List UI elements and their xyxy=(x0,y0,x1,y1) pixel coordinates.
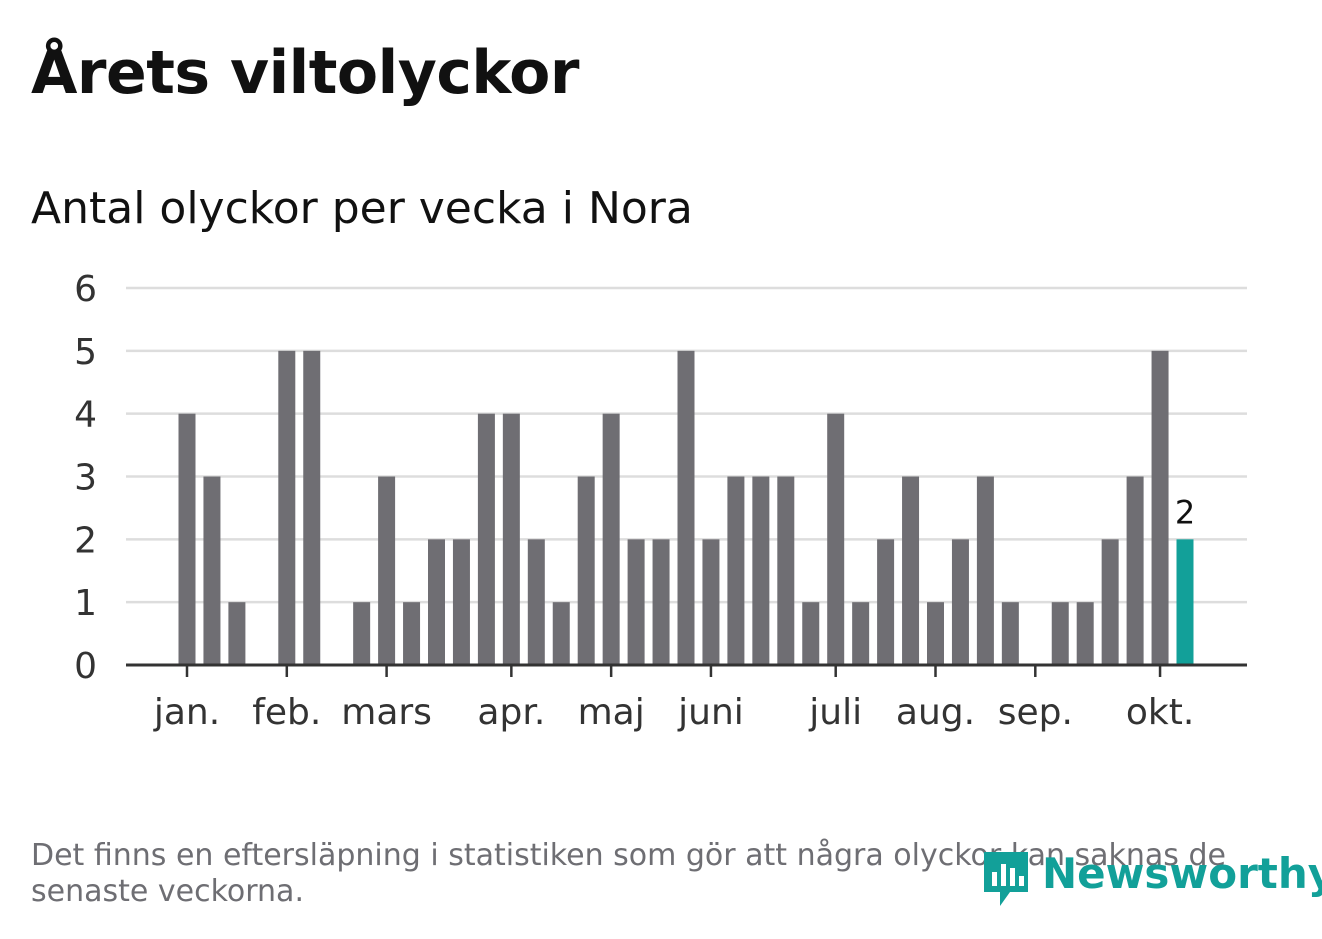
bar xyxy=(378,476,396,665)
x-tick-label: jan. xyxy=(153,692,220,733)
bar xyxy=(976,476,994,665)
y-tick-label: 0 xyxy=(74,646,97,687)
bar xyxy=(652,539,670,665)
bar xyxy=(777,476,795,665)
bar xyxy=(303,350,321,665)
y-tick-label: 3 xyxy=(74,458,97,499)
bar xyxy=(1101,539,1119,665)
y-tick-label: 2 xyxy=(74,520,97,561)
bar-chart: 0 1 2 3 4 5 6 2 jan. feb. mars apr. maj juni juli aug… xyxy=(74,269,1247,733)
x-tick-label: sep. xyxy=(998,692,1073,733)
bar xyxy=(1001,602,1019,665)
newsworthy-logo-text: Newsworthy xyxy=(1042,849,1322,898)
bar xyxy=(552,602,570,665)
bar xyxy=(403,602,421,665)
newsworthy-logo: Newsworthy xyxy=(980,846,1322,910)
x-tick-label: juli xyxy=(808,692,862,733)
bar xyxy=(877,539,895,665)
bar xyxy=(452,539,470,665)
bar xyxy=(1151,350,1169,665)
bar-data-label: 2 xyxy=(1175,493,1195,531)
bar xyxy=(203,476,221,665)
bar xyxy=(852,602,870,665)
x-tick-label: aug. xyxy=(896,692,975,733)
x-tick-label: okt. xyxy=(1126,692,1194,733)
bar xyxy=(228,602,246,665)
chart-subtitle: Antal olyckor per vecka i Nora xyxy=(31,183,693,234)
bar xyxy=(1126,476,1144,665)
bar xyxy=(178,413,196,665)
bar xyxy=(902,476,920,665)
bar xyxy=(827,413,845,665)
x-tick-label: maj xyxy=(578,692,645,733)
bar xyxy=(1076,602,1094,665)
x-tick-label: apr. xyxy=(477,692,545,733)
bar xyxy=(502,413,520,665)
bar xyxy=(602,413,620,665)
newsworthy-logo-icon xyxy=(984,852,1028,906)
bar xyxy=(702,539,720,665)
bar xyxy=(527,539,545,665)
bar xyxy=(627,539,645,665)
bar xyxy=(428,539,445,665)
bars: 2 xyxy=(178,350,1195,665)
x-tick-label: juni xyxy=(677,692,744,733)
y-tick-label: 5 xyxy=(74,332,97,373)
bar xyxy=(1051,602,1069,665)
x-axis: jan. feb. mars apr. maj juni juli aug. sep. okt. xyxy=(126,663,1247,733)
bar xyxy=(577,476,595,665)
y-tick-label: 6 xyxy=(74,269,97,310)
bar-highlight xyxy=(1176,539,1194,665)
bar xyxy=(802,602,820,665)
x-tick-label: mars xyxy=(341,692,432,733)
y-axis-ticks: 0 1 2 3 4 5 6 xyxy=(74,269,97,687)
bar xyxy=(752,476,770,665)
bar xyxy=(353,602,371,665)
bar xyxy=(677,350,695,665)
chart-title: Årets viltolyckor xyxy=(31,38,580,108)
bar xyxy=(477,413,495,665)
bar xyxy=(278,350,296,665)
bar xyxy=(951,539,969,665)
y-tick-label: 4 xyxy=(74,395,97,436)
bar xyxy=(927,602,944,665)
y-tick-label: 1 xyxy=(74,583,97,624)
bar xyxy=(727,476,745,665)
x-tick-label: feb. xyxy=(252,692,321,733)
